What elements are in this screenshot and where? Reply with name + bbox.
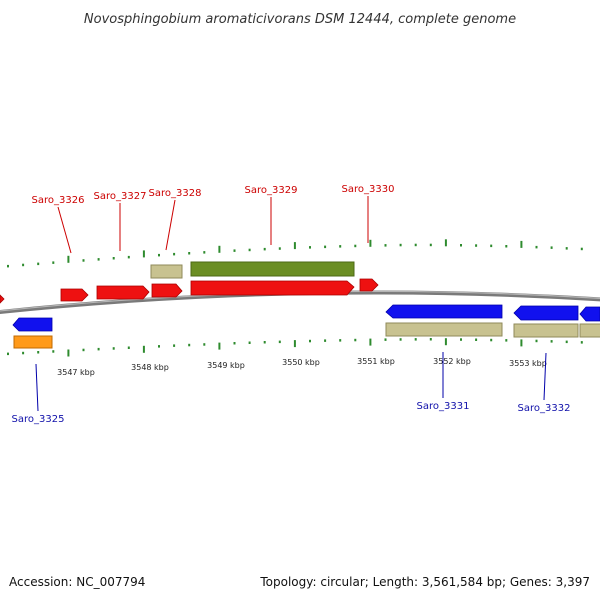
upper-tick-ruler [7,239,583,268]
gene-label-saro-3332[interactable]: Saro_3332 [518,403,571,414]
accession-text: Accession: NC_007794 [9,575,145,589]
gene-label-saro-3327[interactable]: Saro_3327 [94,191,147,202]
kbp-label: 3549 kbp [207,361,245,370]
gene-label-saro-3325[interactable]: Saro_3325 [12,414,65,425]
kbp-label: 3550 kbp [282,358,320,367]
gene-arrow-saro-3327[interactable] [96,285,150,300]
gene-label-saro-3326[interactable]: Saro_3326 [32,195,85,206]
leader-line-saro-3325 [35,363,39,412]
topology-text: Topology: circular; Length: 3,561,584 bp… [259,575,590,589]
gene-arrow-saro-3329[interactable] [190,280,355,296]
kbp-label: 3553 kbp [509,359,547,368]
gene-label-saro-3329[interactable]: Saro_3329 [245,185,298,196]
map-title: Novosphingobium aromaticivorans DSM 1244… [84,12,516,27]
leader-line-saro-3332 [543,352,547,401]
kbp-label: 3552 kbp [433,357,471,366]
gene-label-saro-3328[interactable]: Saro_3328 [149,188,202,199]
gene-label-saro-3331[interactable]: Saro_3331 [417,401,470,412]
gene-arrow-fragment-left[interactable] [0,294,5,304]
gene-arrow-saro-3325[interactable] [12,317,53,332]
rna-feature-3329 [190,261,355,277]
gene-arrow-saro-3330[interactable] [359,278,379,292]
gene-arrow-saro-3326[interactable] [60,288,89,302]
kbp-label: 3548 kbp [131,363,169,372]
leader-line-saro-3326 [57,206,72,254]
gene-arrow-saro-3328[interactable] [151,283,183,298]
gene-arrow-saro-3331[interactable] [385,304,503,319]
gene-arrow-saro-3332[interactable] [513,305,579,321]
reverse-gene-track [12,304,600,332]
label-leader-lines [35,196,547,412]
gene-label-saro-3330[interactable]: Saro_3330 [342,184,395,195]
leader-line-saro-3328 [165,199,176,251]
forward-gene-track [0,278,379,304]
misc-feature-right-lower [579,323,600,338]
kbp-label: 3547 kbp [57,368,95,377]
lower-tick-ruler [7,338,583,357]
gene-labels: Saro_3326 Saro_3327 Saro_3328 Saro_3329 … [12,184,571,425]
misc-feature-3331-lower [385,322,503,337]
kbp-label: 3551 kbp [357,357,395,366]
misc-feature-3332-lower [513,323,579,338]
kbp-scale-labels: 3547 kbp 3548 kbp 3549 kbp 3550 kbp 3551… [57,357,547,377]
gene-arrow-fragment-right[interactable] [579,306,600,322]
misc-feature-3328-upper [150,264,183,279]
orange-feature-3325 [13,335,53,349]
